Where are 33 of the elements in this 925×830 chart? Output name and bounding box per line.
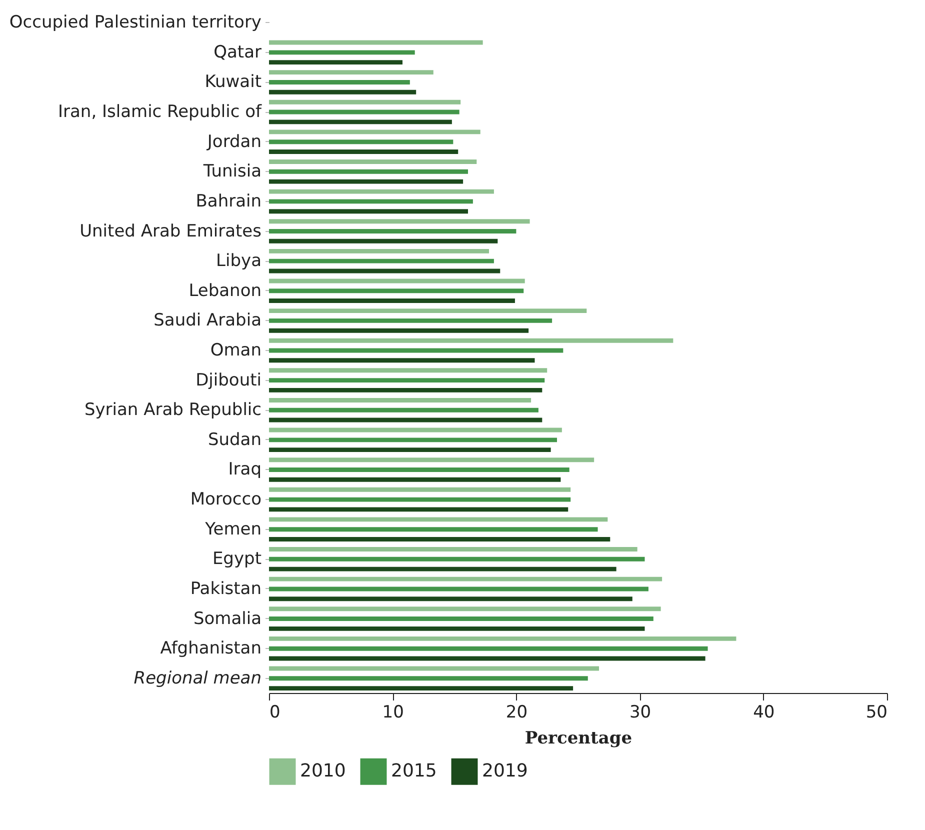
y-tick-label: Egypt xyxy=(212,549,262,570)
y-tick-label: Djibouti xyxy=(196,370,262,390)
x-tick-label: 0 xyxy=(270,702,280,722)
y-tick-label: Pakistan xyxy=(190,578,262,599)
y-tick-label: Regional mean xyxy=(134,668,262,688)
y-tick-label: Oman xyxy=(210,340,262,360)
y-tick-label: Lebanon xyxy=(188,280,262,301)
y-tick-label: Jordan xyxy=(206,132,262,152)
y-tick-label: Afghanistan xyxy=(160,638,262,659)
y-tick-label: Iraq xyxy=(228,460,262,480)
y-tick-label: Syrian Arab Republic xyxy=(84,400,262,420)
x-tick-label: 30 xyxy=(629,702,652,722)
y-tick-label: Yemen xyxy=(204,519,262,540)
y-tick-label: Libya xyxy=(216,251,262,272)
x-tick-label: 10 xyxy=(382,702,404,722)
y-tick-label: United Arab Emirates xyxy=(80,221,262,242)
y-tick-label: Saudi Arabia xyxy=(154,310,262,331)
y-tick-label: Occupied Palestinian territory xyxy=(9,12,262,33)
y-tick-label: Sudan xyxy=(208,430,262,450)
y-tick-label: Bahrain xyxy=(196,191,262,212)
y-tick-label: Iran, Islamic Republic of xyxy=(58,102,263,122)
y-tick-label: Tunisia xyxy=(202,162,262,182)
x-tick-label: 20 xyxy=(506,702,528,722)
legend-label: 2015 xyxy=(391,760,437,782)
legend-label: 2019 xyxy=(482,760,528,782)
x-tick-label: 40 xyxy=(753,702,775,722)
x-tick-label: 50 xyxy=(866,702,888,722)
y-tick-label: Somalia xyxy=(193,608,262,629)
y-tick-label: Kuwait xyxy=(204,72,262,92)
y-tick-label: Morocco xyxy=(190,490,262,510)
legend-label: 2010 xyxy=(300,760,346,782)
y-tick-label: Qatar xyxy=(214,42,262,62)
x-axis-title: Percentage xyxy=(524,728,632,748)
